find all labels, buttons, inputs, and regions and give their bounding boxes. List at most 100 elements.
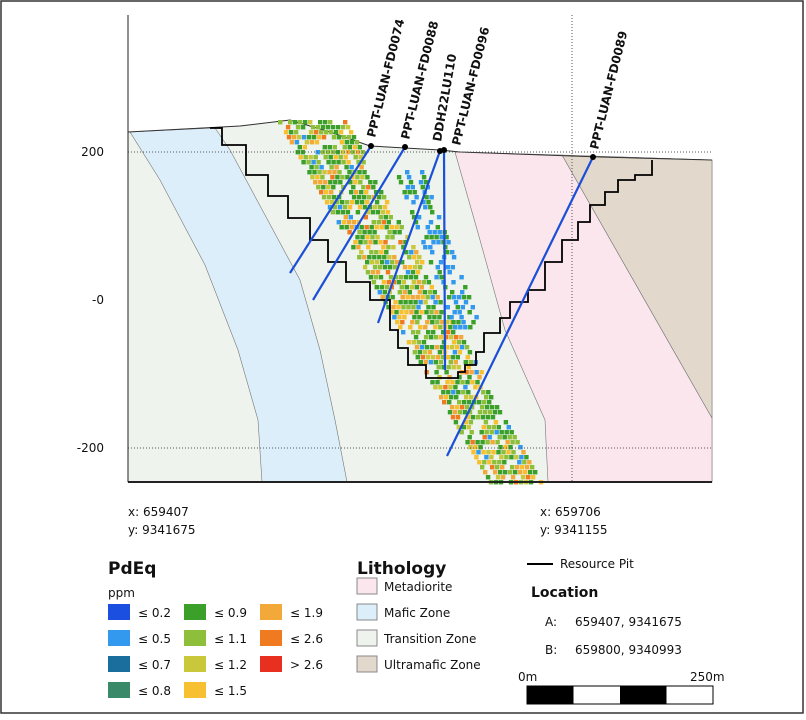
block-cell <box>384 285 389 290</box>
block-cell <box>317 170 322 175</box>
block-cell <box>451 255 457 260</box>
block-cell <box>361 160 366 165</box>
block-cell <box>365 260 370 265</box>
block-cell <box>518 470 523 475</box>
block-cell <box>491 425 496 430</box>
block-cell <box>319 190 324 195</box>
block-cell <box>494 405 500 410</box>
block-cell <box>447 400 452 405</box>
block-cell <box>419 285 424 290</box>
block-cell <box>374 285 379 290</box>
block-cell <box>456 295 462 300</box>
block-cell <box>400 295 405 300</box>
block-cell <box>330 175 335 180</box>
block-cell <box>336 135 342 140</box>
coordinate: y: 9341675 <box>128 523 196 537</box>
block-cell <box>411 305 416 310</box>
block-cell <box>311 160 316 165</box>
block-cell <box>428 335 434 340</box>
block-cell <box>451 280 456 285</box>
block-cell <box>466 295 472 300</box>
scale-label: 0m <box>518 670 537 684</box>
block-cell <box>415 355 420 360</box>
block-cell <box>383 215 388 220</box>
block-cell <box>433 300 438 305</box>
block-cell <box>506 450 511 455</box>
block-cell <box>359 165 364 170</box>
block-cell <box>379 285 384 290</box>
block-cell <box>410 320 415 325</box>
block-cell <box>483 470 488 475</box>
block-cell <box>487 410 493 415</box>
lithology-swatch <box>356 577 378 595</box>
block-cell <box>493 420 499 425</box>
block-cell <box>309 165 314 170</box>
block-cell <box>319 165 324 170</box>
block-model <box>278 120 544 485</box>
drillhole <box>289 145 372 274</box>
block-cell <box>288 130 294 135</box>
block-cell <box>507 435 512 440</box>
block-cell <box>446 240 451 245</box>
legend-label: ≤ 0.5 <box>138 632 171 646</box>
block-cell <box>306 160 311 165</box>
block-cell <box>381 195 387 200</box>
block-cell <box>495 440 500 445</box>
block-cell <box>495 475 501 480</box>
block-cell <box>332 205 338 210</box>
block-cell <box>382 290 387 295</box>
block-cell <box>395 260 400 265</box>
block-cell <box>438 335 444 340</box>
block-cell <box>363 240 368 245</box>
drillhole <box>442 149 447 371</box>
block-cell <box>323 155 328 160</box>
block-cell <box>380 210 386 215</box>
block-cell <box>465 440 470 445</box>
block-cell <box>422 290 427 295</box>
block-cell <box>456 425 461 430</box>
block-cell <box>362 230 367 235</box>
block-cell <box>447 270 452 275</box>
block-cell <box>497 410 503 415</box>
block-cell <box>355 235 360 240</box>
block-cell <box>397 230 402 235</box>
block-cell <box>452 350 458 355</box>
block-cell <box>483 420 489 425</box>
block-cell <box>440 355 445 360</box>
block-cell <box>461 340 467 345</box>
block-cell <box>460 380 465 385</box>
block-cell <box>407 265 413 270</box>
block-cell <box>427 315 432 320</box>
block-cell <box>375 210 381 215</box>
block-cell <box>371 280 377 285</box>
block-cell <box>455 415 461 420</box>
block-cell <box>453 325 458 330</box>
block-cell <box>386 220 391 225</box>
block-cell <box>438 360 443 365</box>
block-cell <box>408 325 413 330</box>
block-cell <box>459 345 465 350</box>
block-cell <box>508 470 513 475</box>
block-cell <box>378 275 384 280</box>
block-cell <box>469 370 474 375</box>
block-cell <box>459 430 464 435</box>
block-cell <box>463 385 468 390</box>
block-cell <box>331 160 336 165</box>
block-cell <box>451 365 456 370</box>
block-cell <box>415 295 420 300</box>
legend-unit: ppm <box>108 586 135 600</box>
block-cell <box>321 195 327 200</box>
block-cell <box>378 240 383 245</box>
block-cell <box>395 320 400 325</box>
block-cell <box>318 130 324 135</box>
block-cell <box>385 210 391 215</box>
block-cell <box>336 220 341 225</box>
block-cell <box>489 430 494 435</box>
block-cell <box>344 165 349 170</box>
block-cell <box>421 280 427 285</box>
block-cell <box>489 395 494 400</box>
block-cell <box>391 245 396 250</box>
block-cell <box>328 155 333 160</box>
block-cell <box>413 300 418 305</box>
legend-label: ≤ 0.7 <box>138 658 171 672</box>
